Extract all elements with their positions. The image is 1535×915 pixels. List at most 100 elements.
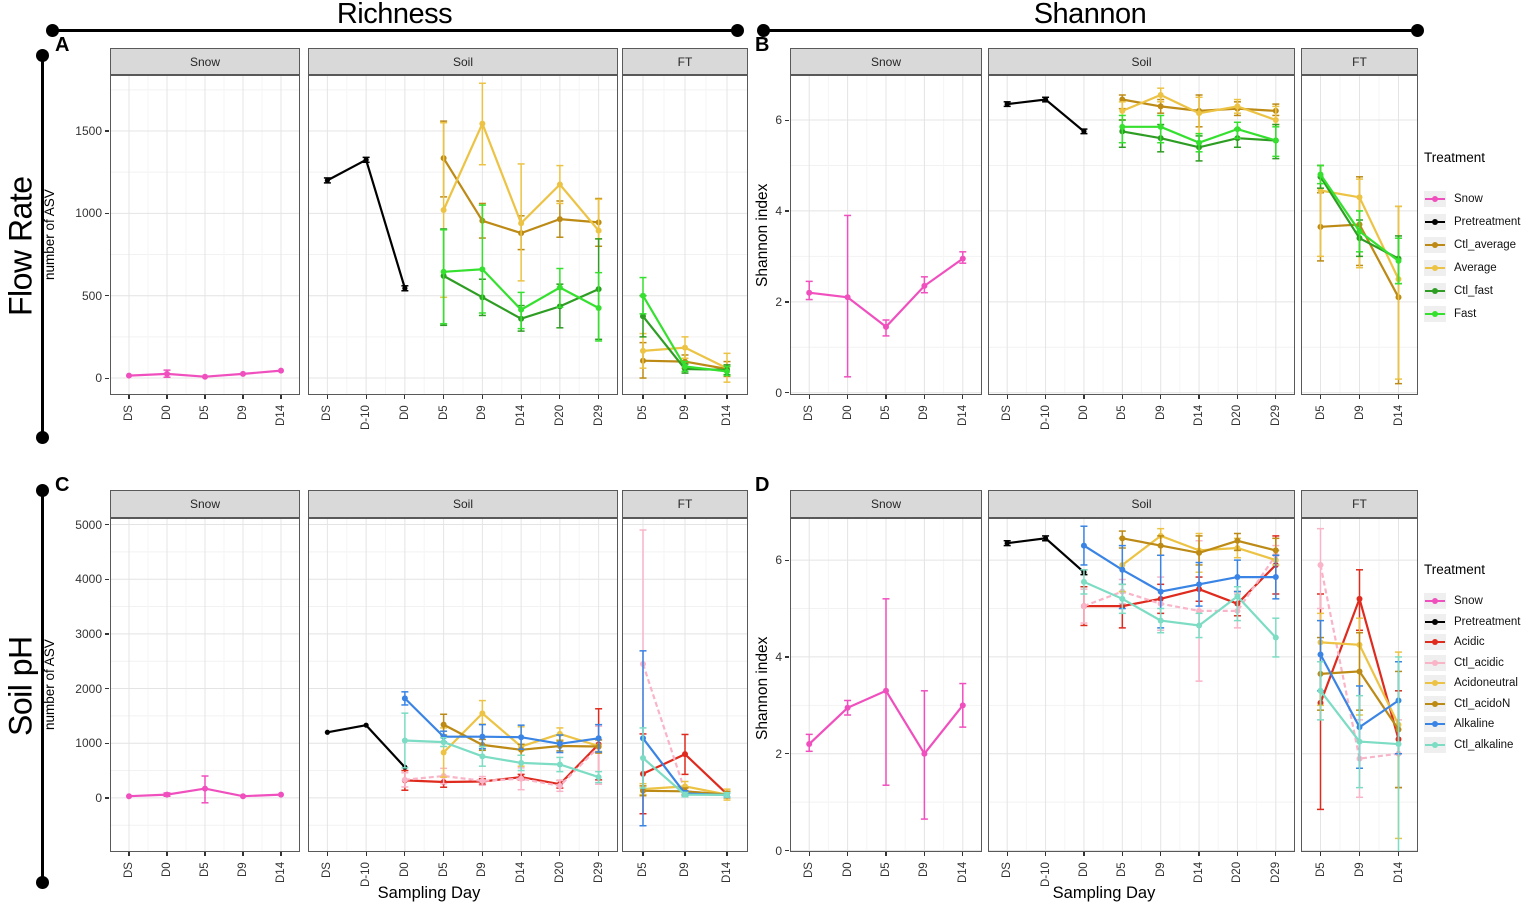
x-tick-mark (1006, 852, 1008, 856)
x-tick-label: D20 (553, 862, 566, 884)
facet-strip: Soil (988, 490, 1295, 518)
series-Fast (1317, 164, 1402, 285)
x-tick-mark (481, 395, 483, 399)
legend-key-icon (1424, 236, 1446, 253)
y-tick-label: 4 (775, 649, 782, 664)
data-point (1157, 103, 1164, 110)
x-tick-mark (642, 395, 644, 399)
x-tick-mark (1044, 852, 1047, 856)
data-point (1272, 117, 1279, 123)
legend-item-label: Ctl_acidic (1454, 656, 1504, 669)
x-tick-label: D5 (637, 405, 649, 420)
data-point (479, 753, 486, 760)
data-point (724, 368, 730, 375)
x-tick-label: DS (803, 862, 816, 878)
x-tick-label: D9 (679, 862, 691, 877)
facet-strip: FT (1301, 490, 1418, 518)
shannon-title: Shannon (1033, 0, 1147, 30)
x-tick-label: D5 (880, 862, 892, 877)
data-point (402, 285, 408, 291)
y-tick-label: 5000 (75, 517, 102, 532)
gridlines (790, 75, 982, 395)
x-tick-label: D9 (918, 862, 931, 877)
data-point (640, 754, 646, 761)
x-tick-label: D14 (515, 405, 528, 427)
y-tick-mark (105, 212, 109, 215)
data-point (1119, 107, 1126, 114)
x-tick-label: D-10 (1039, 862, 1052, 887)
x-tick-mark (1275, 852, 1277, 856)
x-tick-mark (404, 395, 406, 399)
data-point (1196, 139, 1203, 146)
x-tick-mark (1319, 395, 1322, 399)
legend-key-icon (1424, 613, 1446, 630)
gridlines (308, 75, 618, 395)
x-tick-mark (1121, 395, 1123, 399)
legend-title-soil-ph: Treatment (1424, 562, 1486, 577)
y-tick-label: 0 (775, 385, 782, 400)
x-tick-mark (365, 852, 367, 856)
data-point (640, 313, 646, 320)
data-point (1272, 547, 1279, 554)
x-tick-mark (598, 852, 600, 856)
series-Pretreatment (1003, 96, 1088, 135)
data-point (1356, 738, 1363, 745)
soil-ph-bracket-dot-top (36, 484, 49, 497)
x-tick-mark (520, 852, 522, 856)
richness-title: Richness (336, 0, 453, 30)
data-point (1356, 228, 1363, 235)
data-point (682, 751, 688, 758)
legend-item-label: Ctl_acidoN (1454, 697, 1511, 710)
x-tick-label: D5 (637, 862, 649, 877)
x-tick-mark (726, 852, 728, 856)
x-tick-label: DS (123, 862, 135, 878)
y-tick-mark (105, 688, 109, 690)
legend-item-average: Average (1424, 256, 1520, 279)
panel-letter-a: A (55, 34, 70, 56)
x-tick-mark (1160, 852, 1162, 856)
data-point (1356, 595, 1363, 602)
facet-strip: Soil (988, 48, 1295, 75)
x-tick-mark (1358, 395, 1361, 399)
x-tick-mark (962, 395, 964, 399)
data-point (1356, 668, 1363, 675)
data-point (921, 282, 928, 289)
data-point (1234, 103, 1241, 110)
legend-key-icon (1424, 654, 1446, 671)
data-point (1080, 542, 1087, 549)
x-tick-label: D9 (237, 405, 249, 420)
legend-item-ctl_fast: Ctl_fast (1424, 279, 1520, 302)
legend-soil-ph: Snow Pretreatment Acidic Ctl_acidic Acidoneu… (1424, 591, 1520, 755)
x-axis-title-right: Sampling Day (1052, 884, 1156, 902)
x-tick-label: D14 (1193, 862, 1206, 884)
x-tick-label: D14 (956, 862, 969, 884)
data-point (1119, 123, 1126, 130)
y-tick-label: 2 (775, 294, 782, 309)
x-tick-mark (1198, 395, 1200, 399)
soil-ph-bracket-line (41, 490, 44, 882)
data-point (324, 729, 330, 735)
data-point (518, 220, 525, 227)
series-Ctl_alkaline (401, 712, 603, 784)
data-point (1119, 595, 1126, 602)
x-tick-mark (847, 395, 849, 399)
x-tick-mark (923, 852, 925, 856)
y-tick-mark (105, 377, 109, 379)
series-Alkaline (1080, 525, 1280, 629)
data-point (921, 750, 928, 757)
series-Pretreatment (324, 722, 408, 770)
x-tick-label: D9 (1154, 405, 1167, 420)
data-point (1234, 537, 1241, 544)
data-point (202, 785, 208, 792)
facet-strip: Soil (308, 490, 618, 518)
legend-item-label: Ctl_alkaline (1454, 738, 1514, 751)
x-tick-label: D9 (237, 862, 249, 877)
x-tick-label: DS (321, 862, 334, 878)
data-point (1196, 622, 1203, 629)
x-tick-label: D20 (1231, 405, 1244, 427)
data-point (479, 777, 486, 784)
data-point (1196, 110, 1203, 117)
x-tick-label: DS (1001, 405, 1014, 421)
data-point (363, 157, 369, 163)
legend-item-label: Pretreatment (1454, 215, 1521, 228)
